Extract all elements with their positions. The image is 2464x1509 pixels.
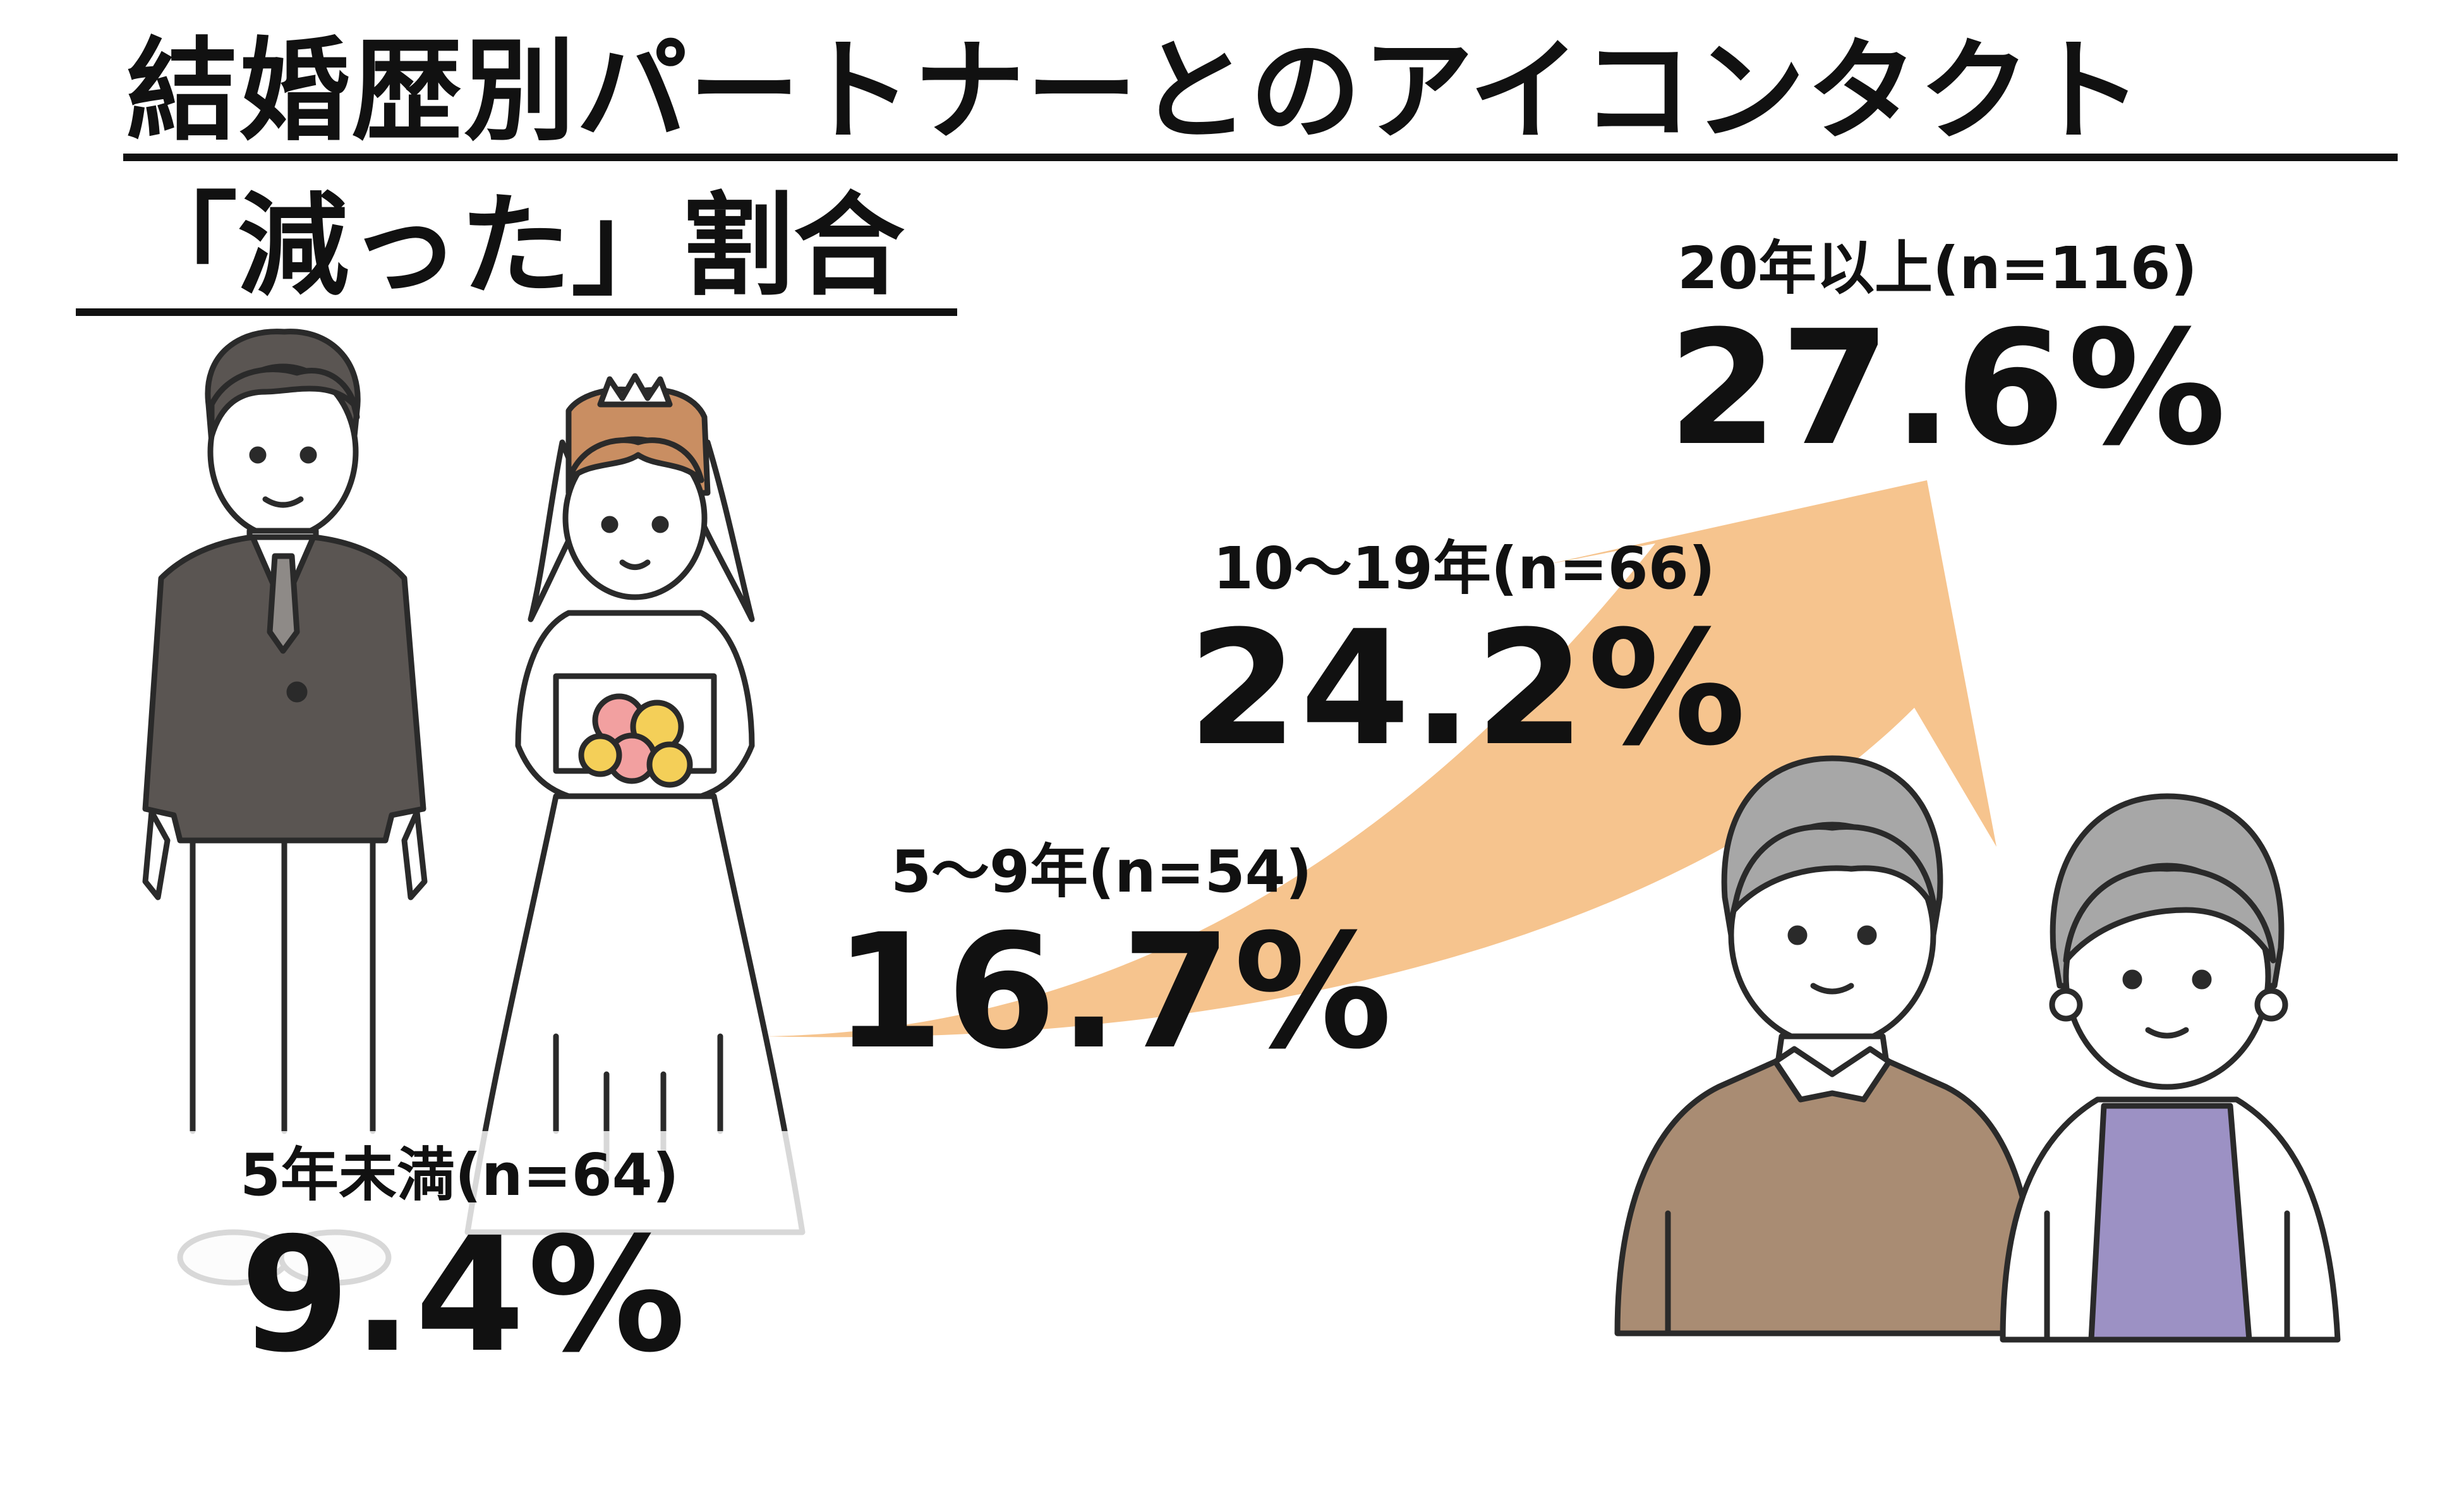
label-backdrop xyxy=(101,1131,847,1434)
value-label: 27.6% xyxy=(1668,296,2229,480)
data-point-lt5: 5年未満(n=64) 9.4% xyxy=(240,1141,688,1381)
chart-title-line2: 「減った」割合 xyxy=(126,181,905,311)
title-underline-1 xyxy=(123,154,2398,161)
older-man-illustration xyxy=(1614,755,2044,1336)
bride-illustration xyxy=(464,373,806,1235)
value-label: 16.7% xyxy=(834,900,1395,1084)
category-label: 5年未満(n=64) xyxy=(240,1141,679,1209)
category-label: 10～19年(n=66) xyxy=(1213,535,1715,602)
data-point-20plus: 20年以上(n=116) 27.6% xyxy=(1668,234,2228,474)
value-label: 24.2% xyxy=(1188,597,1749,780)
data-point-5to9: 5～9年(n=54) 16.7% xyxy=(834,837,1394,1077)
title-underline-2 xyxy=(76,308,957,316)
category-label: 5～9年(n=54) xyxy=(891,838,1312,906)
rising-arrow xyxy=(764,480,1996,1038)
data-point-10to19: 10～19年(n=66) 24.2% xyxy=(1188,534,1748,774)
chart-title-line1: 結婚歴別パートナーとのアイコンタクト xyxy=(126,27,2144,156)
category-label: 20年以上(n=116) xyxy=(1677,234,2197,302)
value-label: 9.4% xyxy=(240,1203,689,1387)
older-woman-illustration xyxy=(2000,793,2341,1343)
